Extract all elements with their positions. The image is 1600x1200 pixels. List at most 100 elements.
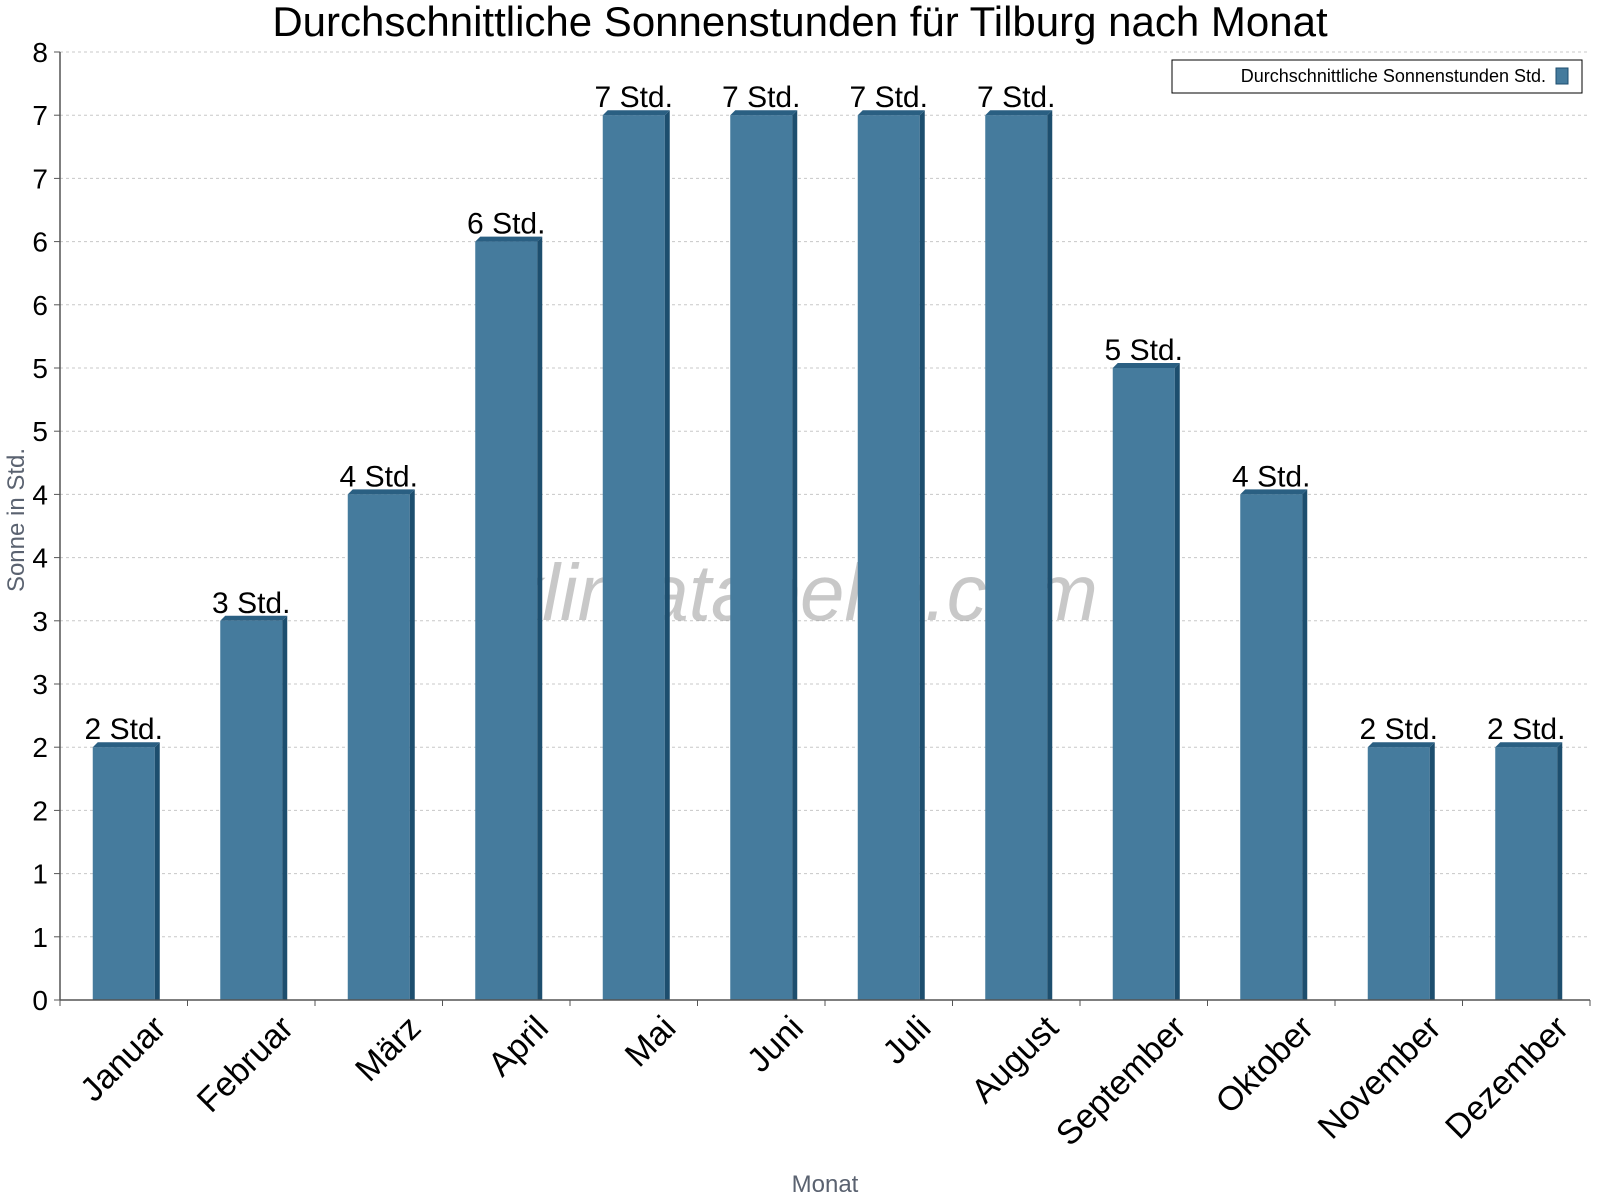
axes (59, 52, 1590, 1001)
bar-side (1302, 489, 1308, 1000)
y-tick-label: 1 (32, 859, 48, 890)
bar (347, 489, 415, 1000)
bar-side (154, 742, 160, 1000)
legend-label: Durchschnittliche Sonnenstunden Std. (1241, 66, 1546, 86)
bar-front (730, 115, 793, 1000)
bar-top (985, 110, 1053, 116)
y-tick-label: 4 (32, 543, 48, 574)
bar-side (1557, 742, 1563, 1000)
bar-front (475, 241, 538, 1001)
data-label: 4 Std. (1232, 460, 1310, 493)
x-tick-label: Mai (618, 1009, 684, 1075)
y-tick-label: 3 (32, 606, 48, 637)
y-tick-label: 4 (32, 479, 48, 510)
x-axis-title: Monat (792, 1171, 859, 1198)
legend-box (1171, 59, 1583, 94)
data-label: 3 Std. (212, 587, 290, 620)
x-tick-label: Januar (73, 1009, 173, 1109)
data-label: 2 Std. (85, 713, 163, 746)
legend-swatch (1555, 67, 1569, 85)
data-label: 7 Std. (595, 81, 673, 114)
bars (92, 110, 1563, 1001)
y-tick-label: 2 (32, 732, 48, 763)
bar (985, 110, 1053, 1000)
bar-side (1429, 742, 1435, 1000)
bar-top (1367, 742, 1435, 748)
bar-front (1240, 494, 1303, 1000)
bar-top (475, 236, 543, 242)
y-tick-label: 5 (32, 416, 48, 447)
bar-side (537, 236, 543, 1001)
bar-front (1367, 747, 1430, 1000)
bar (1240, 489, 1308, 1000)
bar (92, 742, 160, 1000)
bar-top (1495, 742, 1563, 748)
data-label: 2 Std. (1360, 713, 1438, 746)
data-label: 2 Std. (1487, 713, 1565, 746)
x-tick-label: Dezember (1438, 1009, 1576, 1147)
data-label: 5 Std. (1105, 334, 1183, 367)
x-tick-label: September (1049, 1009, 1193, 1153)
x-tick-label: April (481, 1009, 556, 1084)
y-tick-label: 6 (32, 227, 48, 258)
bar-side (792, 110, 798, 1000)
bar (1112, 363, 1180, 1000)
bar-top (730, 110, 798, 116)
bar (1367, 742, 1435, 1000)
bar-front (857, 115, 920, 1000)
y-tick-label: 8 (32, 37, 48, 68)
y-tick-label: 7 (32, 163, 48, 194)
bar-top (857, 110, 925, 116)
x-tick-label: Juli (875, 1009, 938, 1072)
bar-side (282, 615, 288, 1000)
x-tick-label: März (348, 1009, 428, 1089)
bar (857, 110, 925, 1000)
bar-top (92, 742, 160, 748)
y-tick-label: 6 (32, 290, 48, 321)
bar-front (92, 747, 155, 1000)
bar (475, 236, 543, 1001)
bar-front (347, 494, 410, 1000)
bar-top (1112, 363, 1180, 368)
y-tick-label: 7 (32, 100, 48, 131)
bar-side (919, 110, 925, 1000)
bar-front (985, 115, 1048, 1000)
bar (220, 615, 288, 1000)
data-label: 7 Std. (722, 81, 800, 114)
bar-top (1240, 489, 1308, 495)
bar-side (409, 489, 415, 1000)
data-label: 6 Std. (467, 208, 545, 241)
x-tick-label: Februar (190, 1009, 301, 1120)
bar-side (664, 110, 670, 1000)
bar-top (220, 615, 288, 621)
gridlines (60, 51, 1590, 938)
data-label: 4 Std. (340, 460, 418, 493)
data-labels: 2 Std. 3 Std. 4 Std. 6 Std. 7 Std. 7 Std. 7 St… (85, 81, 1566, 746)
bar-front (1112, 368, 1175, 1000)
x-tick-label: Oktober (1209, 1009, 1321, 1121)
bar-front (220, 620, 283, 1000)
legend: Durchschnittliche Sonnenstunden Std. (1171, 59, 1583, 94)
x-axis-ticks: Januar Februar März April Mai Juni Juli AugustS… (59, 1000, 1591, 1153)
data-label: 7 Std. (850, 81, 928, 114)
x-tick-label: November (1311, 1009, 1449, 1147)
data-label: 7 Std. (977, 81, 1055, 114)
y-tick-label: 3 (32, 669, 48, 700)
y-tick-label: 1 (32, 922, 48, 953)
y-axis-title: Sonne in Std. (3, 448, 30, 592)
bar (602, 110, 670, 1000)
y-tick-label: 0 (32, 985, 48, 1016)
bar-front (1495, 747, 1558, 1000)
y-tick-label: 5 (32, 353, 48, 384)
bar-top (602, 110, 670, 116)
bar-side (1174, 363, 1180, 1000)
chart-title: Durchschnittliche Sonnenstunden für Tilb… (272, 0, 1328, 45)
bar-top (347, 489, 415, 495)
x-tick-label: Juni (740, 1009, 811, 1080)
y-axis-ticks: 0 1 1 2 2 3 3 4 4 5 5 6 6 7 7 8 (32, 37, 60, 1016)
bar-front (602, 115, 665, 1000)
y-tick-label: 2 (32, 795, 48, 826)
bar (730, 110, 798, 1000)
bar-side (1047, 110, 1053, 1000)
